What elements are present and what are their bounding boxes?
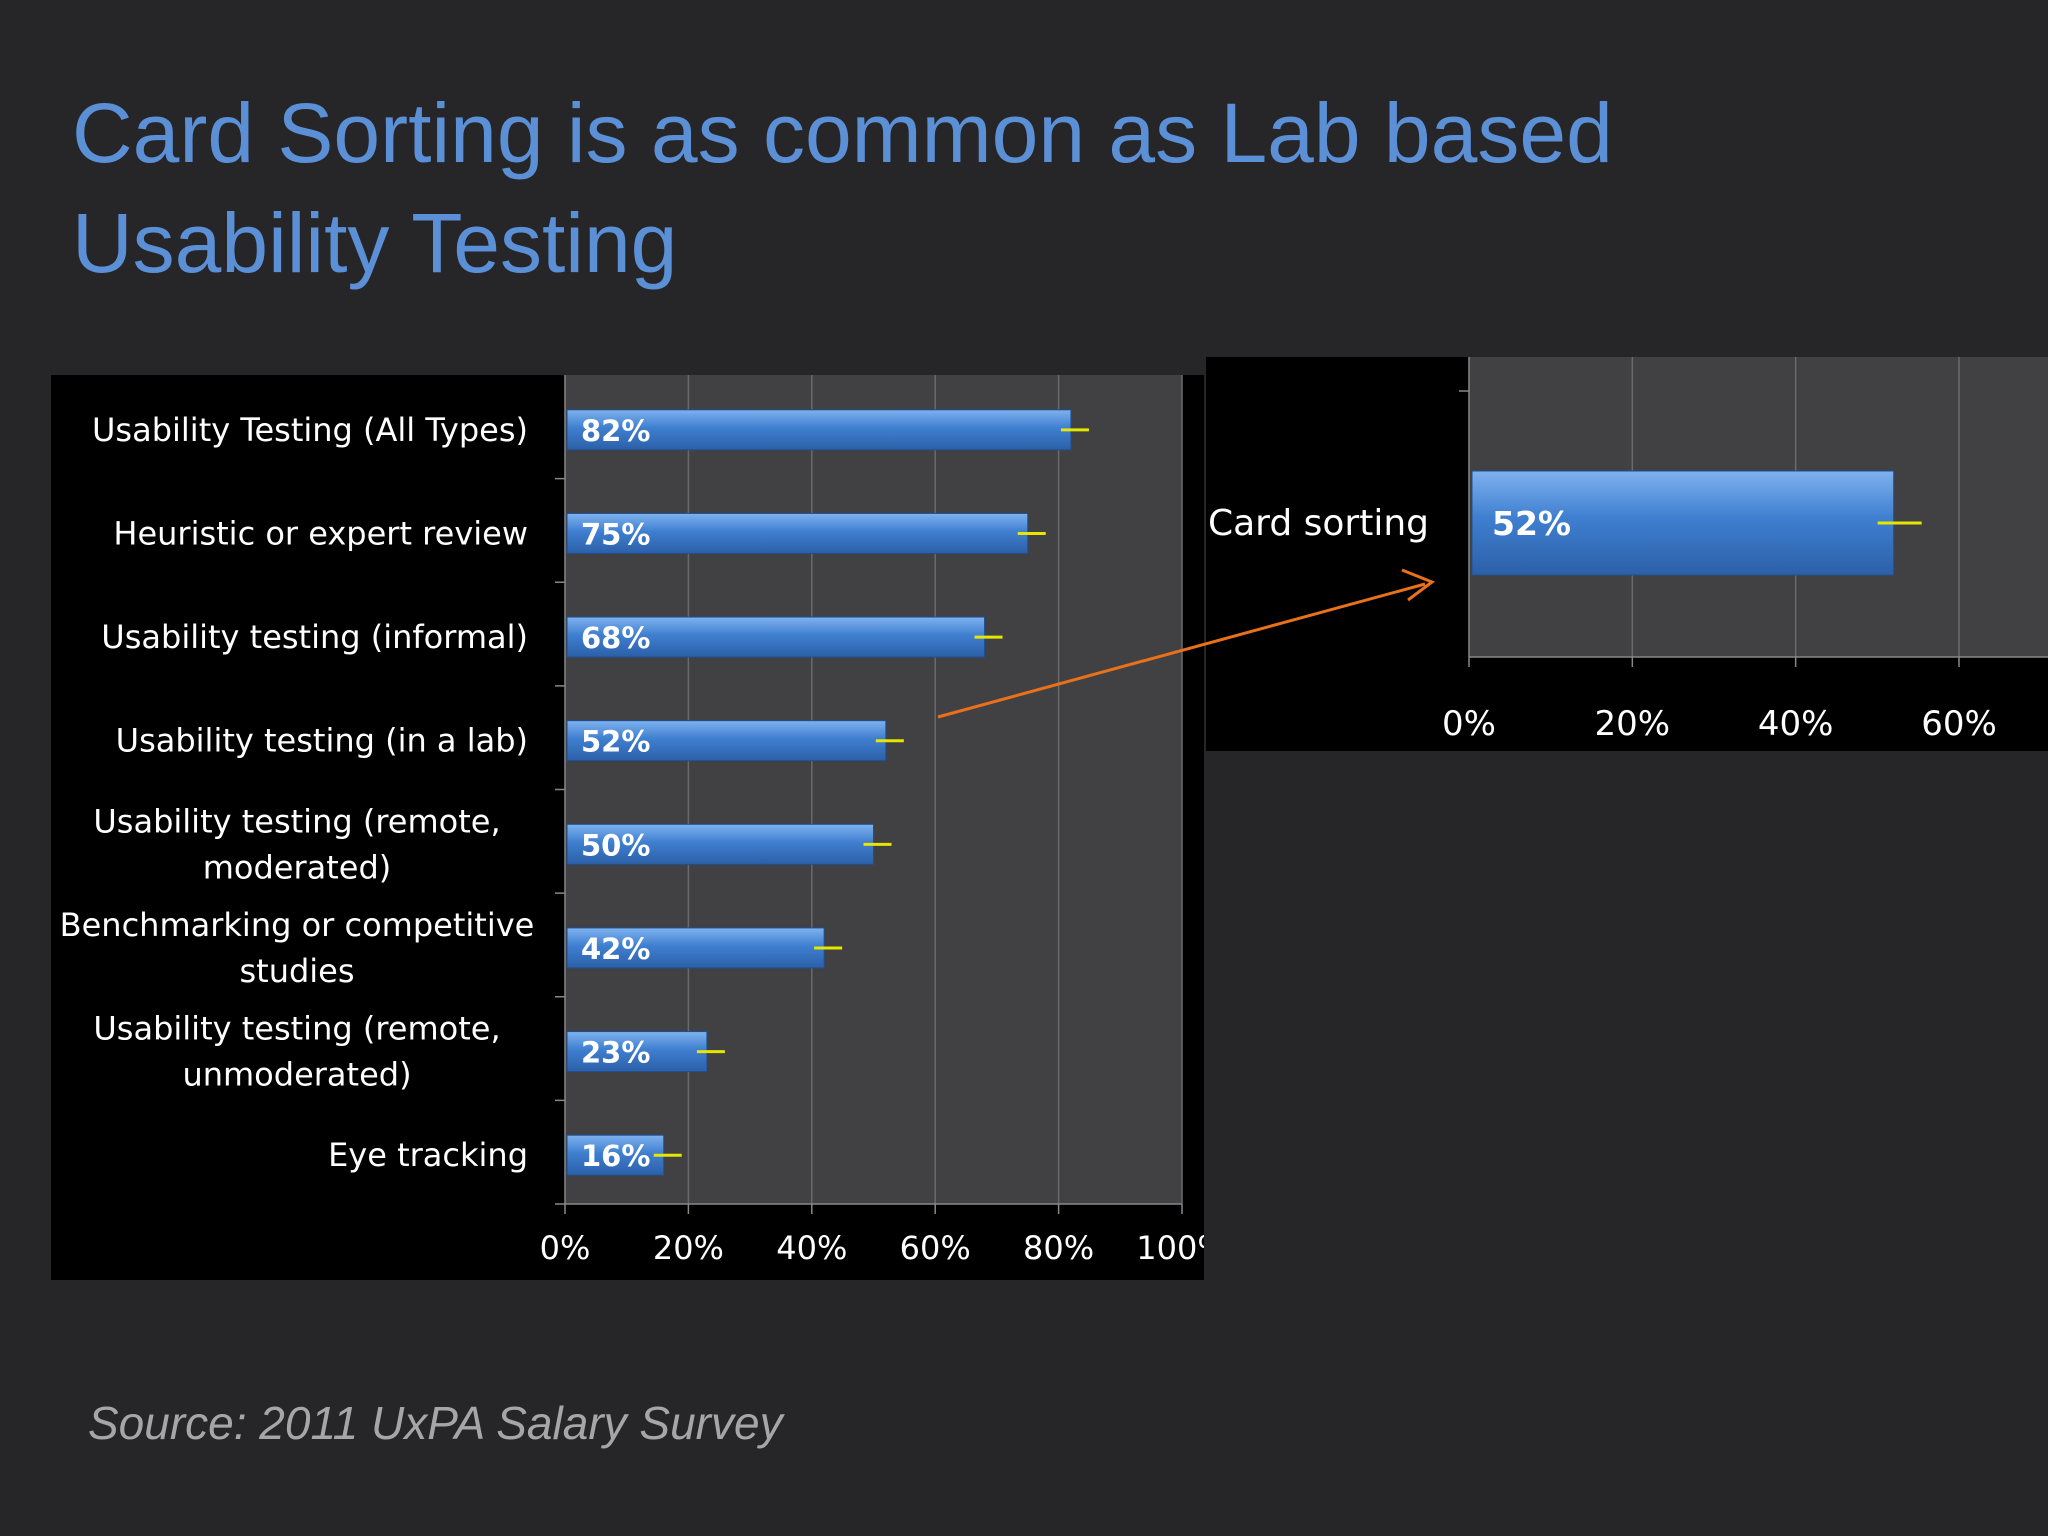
category-label-line: Eye tracking bbox=[328, 1136, 528, 1174]
slide-title: Card Sorting is as common as Lab based U… bbox=[72, 78, 1772, 298]
category-label-line: Usability Testing (All Types) bbox=[92, 411, 528, 449]
slide-title-line-2: Usability Testing bbox=[72, 196, 678, 290]
category-label: Usability Testing (All Types) bbox=[92, 411, 528, 449]
x-tick-label: 40% bbox=[776, 1229, 847, 1267]
category-label: Usability testing (remote, moderated) bbox=[93, 802, 500, 886]
data-label: 42% bbox=[581, 932, 650, 966]
bar bbox=[566, 512, 1029, 554]
category-label-line: Benchmarking or competitive bbox=[60, 906, 535, 944]
plot-area bbox=[565, 375, 1182, 1204]
main-chart-panel: 82% Usability Testing (All Types) 75% Heuri… bbox=[51, 375, 1228, 1280]
x-tick-label: 20% bbox=[1595, 704, 1671, 744]
bar bbox=[566, 616, 986, 658]
data-label: 52% bbox=[1492, 504, 1571, 543]
category-label-line: Usability testing (remote, bbox=[93, 1010, 500, 1048]
source-caption: Source: 2011 UxPA Salary Survey bbox=[88, 1397, 783, 1449]
data-label: 82% bbox=[581, 414, 650, 448]
category-label-line: Usability testing (informal) bbox=[101, 618, 528, 656]
x-tick-label: 60% bbox=[1921, 704, 1997, 744]
category-label: Usability testing (informal) bbox=[101, 618, 528, 656]
x-tick-label: 100% bbox=[1136, 1229, 1204, 1267]
category-label-line: Usability testing (in a lab) bbox=[116, 722, 528, 760]
category-label-line: Heuristic or expert review bbox=[113, 514, 528, 552]
bar bbox=[1471, 470, 1895, 576]
category-label: Usability testing (remote, unmoderated) bbox=[93, 1010, 500, 1094]
x-tick-label: 60% bbox=[900, 1229, 971, 1267]
data-label: 75% bbox=[581, 517, 650, 551]
bar bbox=[566, 409, 1072, 451]
category-label-line: Usability testing (remote, bbox=[93, 802, 500, 840]
main-bar-chart: 82% Usability Testing (All Types) 75% Heuri… bbox=[60, 375, 1228, 1267]
data-label: 23% bbox=[581, 1036, 650, 1070]
x-tick-label: 0% bbox=[1442, 704, 1496, 744]
category-label-line: studies bbox=[239, 952, 354, 990]
slide-title-line-1: Card Sorting is as common as Lab based bbox=[72, 86, 1613, 180]
category-label: Usability testing (in a lab) bbox=[116, 722, 528, 760]
data-label: 16% bbox=[581, 1139, 650, 1173]
category-label: Card sorting bbox=[1208, 503, 1429, 544]
x-tick-label: 40% bbox=[1758, 704, 1834, 744]
bar bbox=[566, 823, 874, 865]
category-label-line: unmoderated) bbox=[182, 1056, 411, 1094]
bar bbox=[566, 1134, 665, 1176]
data-label: 68% bbox=[581, 621, 650, 655]
x-tick-label: 0% bbox=[540, 1229, 591, 1267]
card-sorting-inset-panel: 0% 20% 40% 60% 52% Card sorting bbox=[1206, 357, 2048, 751]
category-label: Heuristic or expert review bbox=[113, 514, 528, 552]
x-tick-label: 20% bbox=[653, 1229, 724, 1267]
category-label-line: moderated) bbox=[203, 848, 392, 886]
bar bbox=[566, 927, 825, 969]
x-tick-label: 80% bbox=[1023, 1229, 1094, 1267]
category-label: Benchmarking or competitive studies bbox=[60, 906, 535, 990]
data-label: 50% bbox=[581, 828, 650, 862]
category-label: Eye tracking bbox=[328, 1136, 528, 1174]
data-label: 52% bbox=[581, 725, 650, 759]
card-sorting-bar-chart: 0% 20% 40% 60% 52% Card sorting bbox=[1208, 357, 2048, 744]
